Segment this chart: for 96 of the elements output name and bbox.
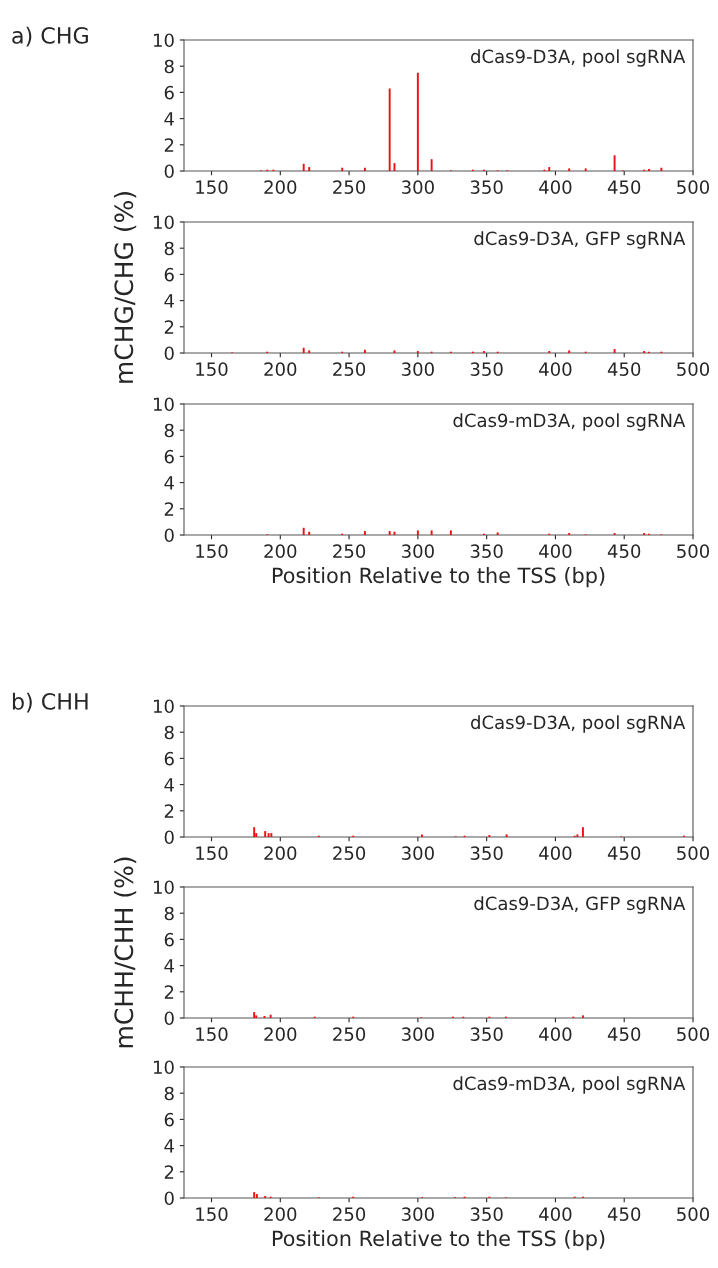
y-tick-label: 0 [164, 346, 174, 361]
x-tick-label: 200 [264, 544, 297, 558]
x-tick-label: 150 [196, 362, 228, 376]
y-tick-label: 0 [164, 164, 174, 179]
annotation: dCas9-D3A, pool sgRNA [471, 715, 686, 733]
annotation: dCas9-D3A, GFP sgRNA [474, 896, 686, 914]
x-tick-label: 200 [264, 846, 297, 860]
y-tick-label: 10 [153, 33, 174, 48]
x-tick-label: 350 [470, 1027, 503, 1041]
y-tick-label: 4 [164, 778, 174, 792]
y-axis-title: mCHH/CHH (%) [113, 857, 137, 1048]
y-tick-label: 8 [164, 725, 174, 740]
x-tick-label: 200 [264, 1207, 297, 1221]
x-tick-label: 500 [677, 846, 710, 860]
y-tick-label: 8 [164, 1086, 174, 1101]
y-tick-label: 4 [164, 959, 174, 973]
x-tick-label: 300 [402, 846, 434, 860]
x-tick-label: 200 [264, 180, 297, 194]
x-tick-label: 400 [539, 846, 572, 860]
annotation: dCas9-D3A, pool sgRNA [471, 49, 686, 67]
y-tick-label: 2 [164, 985, 174, 999]
y-tick-label: 0 [164, 1011, 174, 1026]
x-tick-label: 500 [677, 362, 710, 376]
y-tick-label: 6 [164, 932, 174, 947]
x-tick-label: 400 [539, 362, 572, 376]
y-tick-label: 6 [164, 1112, 174, 1127]
x-tick-label: 150 [196, 1207, 228, 1221]
x-tick-label: 350 [470, 180, 503, 194]
y-tick-label: 6 [164, 267, 174, 282]
x-tick-label: 150 [196, 846, 228, 860]
x-tick-label: 300 [402, 362, 434, 376]
x-tick-label: 400 [539, 544, 572, 558]
x-tick-label: 450 [607, 1207, 641, 1221]
x-tick-label: 300 [402, 544, 434, 558]
x-tick-label: 450 [607, 1027, 641, 1041]
x-tick-label: 250 [333, 1207, 366, 1221]
x-tick-label: 200 [264, 362, 297, 376]
y-tick-label: 4 [164, 476, 174, 490]
y-tick-label: 8 [164, 241, 174, 256]
x-tick-label: 400 [539, 180, 572, 194]
x-tick-label: 150 [196, 1027, 228, 1041]
y-tick-label: 8 [164, 423, 174, 438]
y-tick-label: 2 [164, 1165, 174, 1179]
x-axis-title: Position Relative to the TSS (bp) [272, 567, 605, 588]
y-tick-label: 10 [153, 699, 174, 714]
y-tick-label: 10 [153, 1060, 174, 1075]
x-tick-label: 450 [607, 846, 641, 860]
y-tick-label: 2 [164, 502, 174, 516]
annotation: dCas9-mD3A, pool sgRNA [453, 1076, 686, 1094]
y-tick-label: 2 [164, 138, 174, 152]
y-tick-label: 4 [164, 112, 174, 126]
x-tick-label: 450 [607, 180, 641, 194]
y-tick-label: 6 [164, 449, 174, 464]
x-tick-label: 500 [677, 544, 710, 558]
y-tick-label: 0 [164, 528, 174, 543]
y-tick-label: 2 [164, 320, 174, 334]
x-tick-label: 150 [196, 180, 228, 194]
y-tick-label: 2 [164, 804, 174, 818]
x-tick-label: 500 [677, 1027, 710, 1041]
x-tick-label: 400 [539, 1207, 572, 1221]
x-tick-label: 300 [402, 1207, 434, 1221]
y-tick-label: 10 [153, 397, 174, 412]
chart-title: b) CHH [12, 692, 88, 713]
y-tick-label: 10 [153, 880, 174, 895]
x-tick-label: 350 [470, 544, 503, 558]
y-axis-title: mCHG/CHG (%) [113, 192, 137, 383]
annotation: dCas9-D3A, GFP sgRNA [474, 231, 686, 249]
y-tick-label: 8 [164, 59, 174, 74]
y-tick-label: 4 [164, 294, 174, 308]
y-tick-label: 10 [153, 215, 174, 230]
x-tick-label: 250 [333, 1027, 366, 1041]
y-tick-label: 4 [164, 1139, 174, 1153]
annotation: dCas9-mD3A, pool sgRNA [453, 413, 686, 431]
x-tick-label: 250 [333, 544, 366, 558]
y-tick-label: 8 [164, 906, 174, 921]
x-tick-label: 450 [607, 544, 641, 558]
y-tick-label: 0 [164, 1191, 174, 1206]
x-tick-label: 250 [333, 846, 366, 860]
x-tick-label: 250 [333, 180, 366, 194]
x-tick-label: 500 [677, 180, 710, 194]
chart-title: a) CHG [12, 26, 88, 47]
x-tick-label: 150 [196, 544, 228, 558]
y-tick-label: 6 [164, 85, 174, 100]
x-tick-label: 350 [470, 846, 503, 860]
x-tick-label: 450 [607, 362, 641, 376]
x-tick-label: 300 [402, 1027, 434, 1041]
y-tick-label: 6 [164, 751, 174, 766]
x-axis-title: Position Relative to the TSS (bp) [272, 1230, 605, 1251]
x-tick-label: 200 [264, 1027, 297, 1041]
x-tick-label: 350 [470, 1207, 503, 1221]
x-tick-label: 500 [677, 1207, 710, 1221]
x-tick-label: 250 [333, 362, 366, 376]
x-tick-label: 400 [539, 1027, 572, 1041]
x-tick-label: 350 [470, 362, 503, 376]
y-tick-label: 0 [164, 830, 174, 845]
x-tick-label: 300 [402, 180, 434, 194]
